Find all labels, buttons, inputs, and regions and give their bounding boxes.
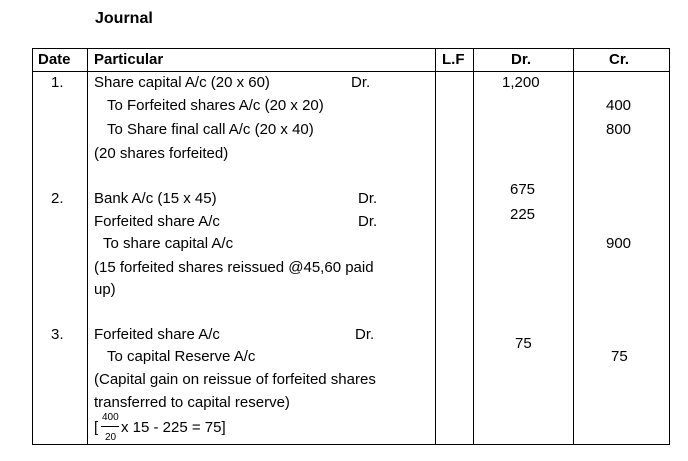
dr-amount: 75 <box>515 335 532 352</box>
dr-marker: Dr. <box>358 213 378 230</box>
cr-amount: 900 <box>606 235 632 252</box>
dr-marker: Dr. <box>351 74 371 91</box>
dr-amount: 1,200 <box>502 74 540 91</box>
header-lf: L.F <box>442 51 465 68</box>
dr-marker: Dr. <box>358 190 378 207</box>
col-divider-particular <box>435 49 436 444</box>
header-particular: Particular <box>94 51 164 68</box>
dr-amount: 225 <box>510 206 536 223</box>
cr-amount: 800 <box>606 121 632 138</box>
fraction-denominator: 20 <box>105 432 117 443</box>
particular-line: Share capital A/c (20 x 60) <box>94 74 270 91</box>
col-divider-lf <box>473 49 474 444</box>
particular-line: To Forfeited shares A/c (20 x 20) <box>107 97 324 114</box>
journal-title: Journal <box>95 10 153 27</box>
particular-line: Bank A/c (15 x 45) <box>94 190 217 207</box>
col-divider-date <box>87 49 88 444</box>
entry-number: 1. <box>51 74 64 91</box>
formula-open-bracket: [ <box>94 419 99 436</box>
particular-line: Forfeited share A/c <box>94 326 220 343</box>
header-dr: Dr. <box>511 51 532 68</box>
journal-table: Date Particular L.F Dr. Cr. 1. Share cap… <box>32 48 670 445</box>
narration-line: (15 forfeited shares reissued @45,60 pai… <box>94 259 374 276</box>
narration-line: (Capital gain on reissue of forfeited sh… <box>94 371 376 388</box>
fraction-bar <box>101 426 119 427</box>
header-cr: Cr. <box>609 51 630 68</box>
cr-amount: 400 <box>606 97 632 114</box>
fraction-numerator: 400 <box>102 412 119 423</box>
particular-line: Forfeited share A/c <box>94 213 220 230</box>
narration-line: (20 shares forfeited) <box>94 145 229 162</box>
dr-marker: Dr. <box>355 326 375 343</box>
narration-line: up) <box>94 281 116 298</box>
col-divider-dr <box>573 49 574 444</box>
cr-amount: 75 <box>611 348 628 365</box>
header-date: Date <box>38 51 71 68</box>
narration-line: transferred to capital reserve) <box>94 394 290 411</box>
entry-number: 2. <box>51 190 64 207</box>
particular-line: To capital Reserve A/c <box>107 348 256 365</box>
particular-line: To Share final call A/c (20 x 40) <box>107 121 314 138</box>
header-divider <box>33 71 669 72</box>
dr-amount: 675 <box>510 181 536 198</box>
entry-number: 3. <box>51 326 64 343</box>
particular-line: To share capital A/c <box>103 235 234 252</box>
formula-rest: x 15 - 225 = 75] <box>121 419 226 436</box>
